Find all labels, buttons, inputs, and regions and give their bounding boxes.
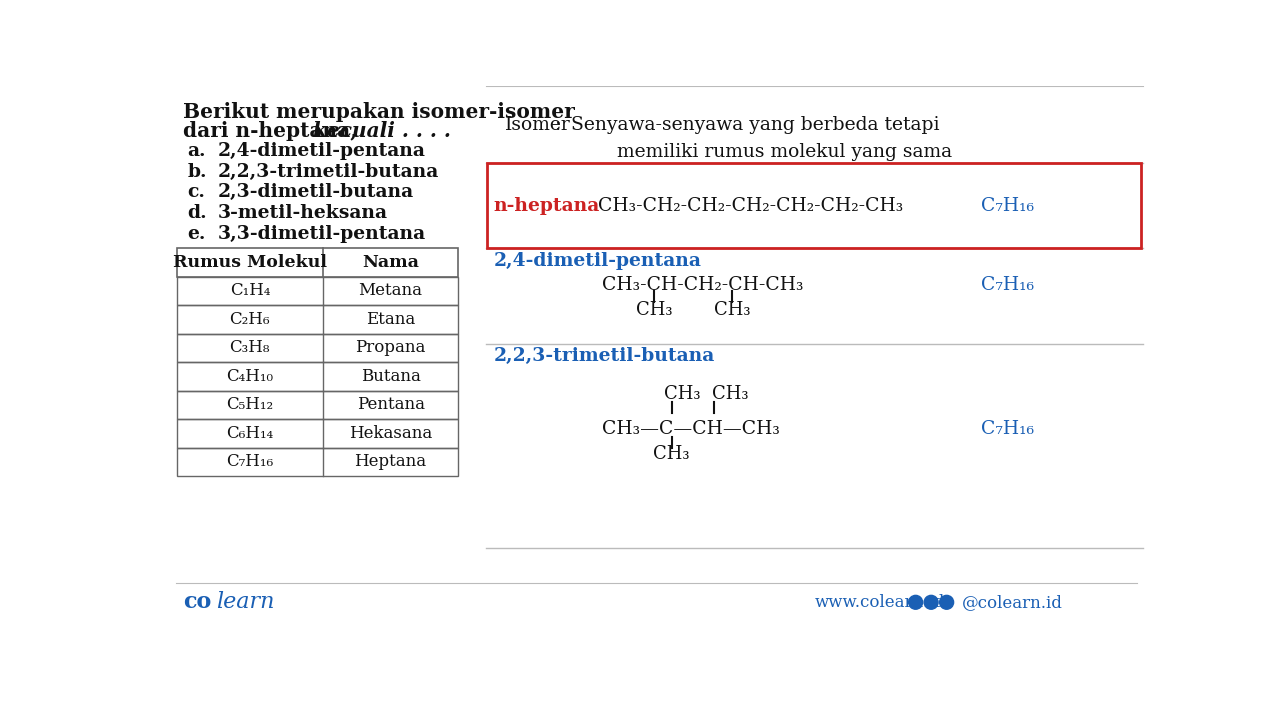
Text: Rumus Molekul: Rumus Molekul	[173, 254, 326, 271]
Text: C₇H₁₆: C₇H₁₆	[227, 454, 274, 470]
Text: kecuali . . . .: kecuali . . . .	[314, 121, 452, 141]
Text: Isomer: Isomer	[504, 116, 571, 134]
Text: :: :	[556, 116, 562, 134]
Text: CH₃-CH₂-CH₂-CH₂-CH₂-CH₂-CH₃: CH₃-CH₂-CH₂-CH₂-CH₂-CH₂-CH₃	[598, 197, 904, 215]
Text: a.: a.	[187, 142, 206, 160]
Text: Butana: Butana	[361, 368, 421, 384]
Text: Heptana: Heptana	[355, 454, 426, 470]
Text: CH₃: CH₃	[636, 301, 673, 319]
Bar	[177, 362, 458, 390]
Text: Etana: Etana	[366, 311, 415, 328]
Text: www.colearn.id: www.colearn.id	[815, 594, 945, 611]
Text: @colearn.id: @colearn.id	[963, 594, 1062, 611]
Text: e.: e.	[187, 225, 206, 243]
Text: CH₃-CH-CH₂-CH-CH₃: CH₃-CH-CH₂-CH-CH₃	[602, 276, 804, 294]
Text: 3,3-dimetil-pentana: 3,3-dimetil-pentana	[218, 225, 426, 243]
Text: d.: d.	[187, 204, 207, 222]
Text: C₆H₁₄: C₆H₁₄	[227, 425, 274, 442]
Text: C₇H₁₆: C₇H₁₆	[982, 197, 1034, 215]
Text: 2,4-dimetil-pentana: 2,4-dimetil-pentana	[218, 142, 426, 160]
Bar	[177, 248, 458, 276]
Text: CH₃: CH₃	[653, 446, 690, 464]
Text: co: co	[183, 591, 211, 613]
Circle shape	[940, 595, 954, 609]
Text: C₅H₁₂: C₅H₁₂	[227, 396, 274, 413]
Text: dari n-heptana,: dari n-heptana,	[183, 121, 365, 141]
Bar	[177, 390, 458, 419]
Text: 2,3-dimetil-butana: 2,3-dimetil-butana	[218, 184, 415, 202]
Text: C₂H₆: C₂H₆	[229, 311, 270, 328]
Text: 2,2,3-trimetil-butana: 2,2,3-trimetil-butana	[218, 163, 439, 181]
Text: 3-metil-heksana: 3-metil-heksana	[218, 204, 388, 222]
Text: CH₃—C—CH—CH₃: CH₃—C—CH—CH₃	[602, 420, 780, 438]
Text: 2,2,3-trimetil-butana: 2,2,3-trimetil-butana	[493, 346, 714, 364]
Text: Metana: Metana	[358, 282, 422, 300]
Text: 2,4-dimetil-pentana: 2,4-dimetil-pentana	[493, 252, 701, 270]
Bar	[177, 305, 458, 333]
Text: Senyawa-senyawa yang berbeda tetapi: Senyawa-senyawa yang berbeda tetapi	[571, 116, 940, 134]
Text: Pentana: Pentana	[357, 396, 425, 413]
Text: C₇H₁₆: C₇H₁₆	[982, 420, 1034, 438]
Bar	[177, 419, 458, 448]
Bar	[488, 163, 1142, 248]
Text: C₇H₁₆: C₇H₁₆	[982, 276, 1034, 294]
Text: Hekasana: Hekasana	[349, 425, 433, 442]
Text: learn: learn	[216, 591, 274, 613]
Bar	[177, 333, 458, 362]
Text: C₄H₁₀: C₄H₁₀	[227, 368, 274, 384]
Text: Berikut merupakan isomer-isomer: Berikut merupakan isomer-isomer	[183, 102, 575, 122]
Text: Nama: Nama	[362, 254, 419, 271]
Text: memiliki rumus molekul yang sama: memiliki rumus molekul yang sama	[617, 143, 952, 161]
Text: b.: b.	[187, 163, 206, 181]
Text: c.: c.	[187, 184, 205, 202]
Circle shape	[909, 595, 923, 609]
Bar	[177, 448, 458, 476]
Bar	[177, 276, 458, 305]
Text: Propana: Propana	[356, 339, 426, 356]
Text: CH₃: CH₃	[714, 301, 750, 319]
Text: C₁H₄: C₁H₄	[229, 282, 270, 300]
Text: n-heptana: n-heptana	[493, 197, 599, 215]
Text: C₃H₈: C₃H₈	[229, 339, 270, 356]
Text: CH₃  CH₃: CH₃ CH₃	[664, 385, 749, 403]
Circle shape	[924, 595, 938, 609]
